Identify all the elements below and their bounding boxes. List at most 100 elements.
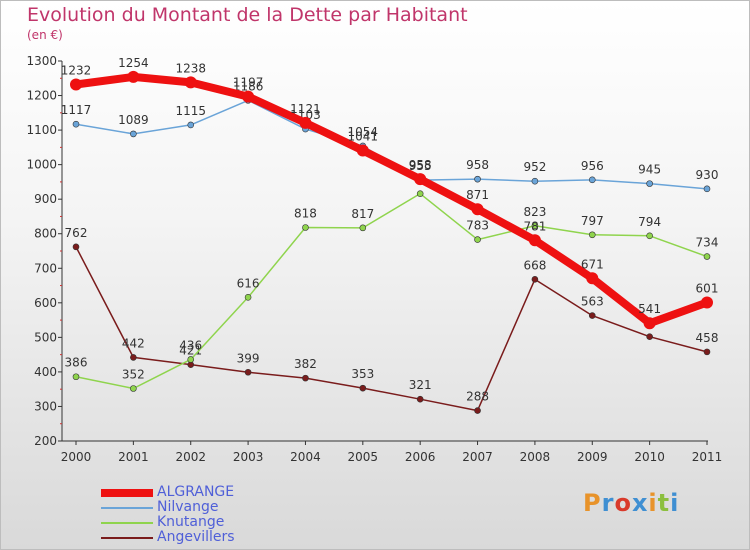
data-point: [474, 407, 481, 414]
data-point: [127, 70, 140, 83]
y-tick-label: 1300: [26, 54, 57, 68]
data-point: [471, 203, 484, 216]
data-label: 956: [581, 159, 604, 173]
data-label: 1117: [61, 103, 92, 117]
data-point: [130, 385, 137, 392]
data-label: 794: [638, 215, 661, 229]
legend-item-angevillers: Angevillers: [101, 529, 361, 545]
data-label: 1186: [233, 79, 264, 93]
data-label: 382: [294, 357, 317, 371]
proxiti-logo: Proxiti: [583, 489, 679, 517]
legend-label-knutange: Knutange: [157, 514, 225, 530]
data-point: [588, 312, 596, 319]
data-point: [703, 348, 711, 356]
chart-subtitle: (en €): [27, 28, 63, 42]
data-label: 781: [523, 219, 546, 233]
x-tick-label: 2000: [61, 450, 92, 464]
y-tick-label: 800: [34, 227, 57, 241]
data-label: 288: [466, 390, 489, 404]
logo-letter: i: [648, 489, 658, 517]
data-label: 955: [409, 159, 432, 173]
data-point: [70, 78, 82, 91]
data-point: [703, 185, 711, 193]
legend-item-algrange: ALGRANGE: [101, 484, 361, 500]
data-label: 353: [351, 367, 374, 381]
legend-swatch-angevillers: [101, 537, 153, 539]
data-label: 952: [523, 160, 546, 174]
chart-title: Evolution du Montant de la Dette par Hab…: [27, 4, 468, 26]
data-label: 616: [237, 276, 260, 290]
data-label: 958: [409, 158, 432, 172]
data-label: 797: [581, 214, 604, 228]
data-point: [474, 236, 481, 243]
series-line: [75, 192, 708, 390]
data-point: [242, 90, 255, 103]
data-point: [72, 243, 80, 251]
data-point: [588, 231, 596, 239]
data-label: 1089: [118, 113, 149, 127]
data-label: 321: [409, 378, 432, 392]
legend-swatch-nilvange: [101, 507, 153, 509]
data-label: 352: [122, 367, 145, 381]
data-label: 734: [696, 236, 719, 250]
data-label: 817: [351, 207, 374, 221]
chart-legend: ALGRANGE Nilvange Knutange Angevillers: [101, 484, 361, 545]
data-point: [646, 180, 653, 187]
data-label: 671: [581, 257, 604, 271]
data-point: [586, 272, 599, 285]
data-point: [643, 317, 656, 330]
data-point: [184, 76, 197, 89]
logo-letter: r: [601, 489, 615, 517]
data-label: 1197: [233, 76, 264, 90]
data-point: [531, 222, 539, 230]
x-tick-label: 2009: [577, 450, 608, 464]
data-point: [130, 354, 137, 361]
x-tick-label: 2003: [233, 450, 264, 464]
data-label: 1238: [175, 61, 206, 75]
legend-item-nilvange: Nilvange: [101, 499, 361, 515]
data-label: 823: [523, 205, 546, 219]
data-point: [72, 120, 80, 128]
y-tick-label: 300: [34, 399, 57, 413]
data-point: [359, 384, 367, 392]
data-label: 871: [466, 188, 489, 202]
series-line: [75, 246, 708, 412]
data-label: 930: [696, 168, 719, 182]
data-label: 762: [65, 226, 88, 240]
data-point: [701, 296, 713, 309]
y-tick-label: 500: [34, 330, 57, 344]
series-line: [72, 72, 711, 328]
x-tick-label: 2006: [405, 450, 436, 464]
data-label: 1121: [290, 102, 321, 116]
x-tick-label: 2002: [175, 450, 206, 464]
logo-letter: t: [657, 489, 671, 517]
data-label: 563: [581, 295, 604, 309]
data-label: 1232: [61, 63, 92, 77]
legend-item-knutange: Knutange: [101, 514, 361, 530]
y-tick-label: 1100: [26, 123, 57, 137]
y-tick-label: 200: [34, 434, 57, 448]
y-tick-label: 900: [34, 192, 57, 206]
legend-swatch-knutange: [101, 522, 153, 524]
data-point: [356, 144, 369, 157]
data-point: [528, 234, 541, 247]
y-tick-label: 1200: [26, 89, 57, 103]
series-algrange: 1232 1254 1238 1197 1121 1041 958 871 781 671 541 6…: [61, 56, 718, 330]
data-point: [302, 374, 309, 382]
x-tick-label: 2011: [692, 450, 723, 464]
data-label: 1115: [175, 104, 206, 118]
x-tick-label: 2005: [348, 450, 379, 464]
legend-label-angevillers: Angevillers: [157, 529, 235, 545]
legend-swatch-algrange: [101, 489, 153, 497]
logo-letter: x: [631, 489, 649, 517]
data-label: 783: [466, 219, 489, 233]
data-label: 1054: [348, 125, 379, 139]
data-point: [646, 232, 653, 240]
data-label: 1041: [348, 129, 379, 143]
data-label: 442: [122, 336, 145, 350]
data-label: 668: [523, 258, 546, 272]
data-point: [416, 395, 424, 403]
